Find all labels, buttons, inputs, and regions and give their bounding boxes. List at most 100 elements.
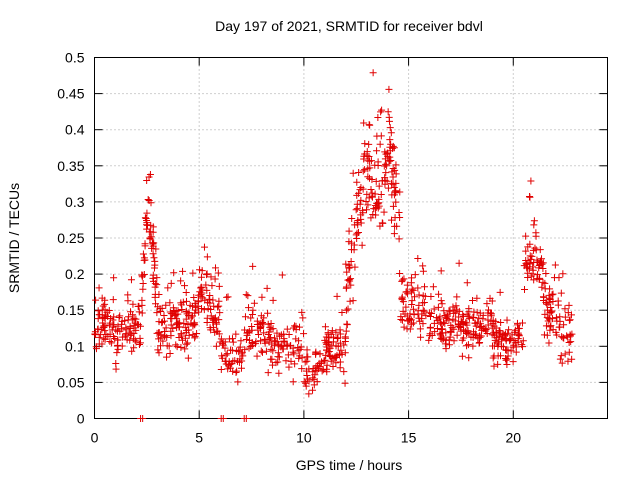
data-point [359,185,367,193]
data-point [182,315,190,323]
data-point [496,288,504,296]
data-point [292,322,300,330]
data-point [522,247,530,255]
data-point [374,114,382,122]
zero-data-point [219,415,227,422]
data-point [129,300,137,308]
data-point [232,330,240,338]
data-point [542,322,550,330]
data-point [346,297,354,305]
data-point [179,298,187,306]
data-point [321,356,329,364]
data-point [110,321,118,329]
data-point [242,291,250,299]
data-point [167,321,175,329]
data-point [398,277,406,285]
data-point [143,176,151,184]
data-point [340,368,348,376]
data-point [410,319,418,327]
data-point [437,267,445,275]
data-point [298,308,306,316]
data-point [437,335,445,343]
data-point [390,183,398,191]
data-point [558,333,566,341]
data-point [175,334,183,342]
data-point [526,193,534,201]
data-point [310,376,318,384]
data-point [101,335,109,343]
data-point [398,293,406,301]
data-point [92,296,100,304]
data-point [274,358,282,366]
data-point [229,335,237,343]
data-point [184,339,192,347]
data-point [150,254,158,262]
data-point [434,303,442,311]
data-point [386,124,394,132]
data-point [398,276,406,284]
data-point [234,378,242,386]
data-point [407,279,415,287]
data-point [494,343,502,351]
data-point [367,214,375,222]
data-point [367,186,375,194]
zero-data-point [139,415,147,422]
data-point [113,349,121,357]
data-point [406,315,414,323]
data-point [129,335,137,343]
data-point [365,174,373,182]
data-point [209,296,217,304]
data-point [464,341,472,349]
data-point [325,334,333,342]
data-point [415,291,423,299]
data-point [181,282,189,290]
data-point [227,346,235,354]
data-point [157,331,165,339]
data-point [349,169,357,177]
data-point [140,271,148,279]
data-point [336,339,344,347]
data-point [387,129,395,137]
data-point [471,319,479,327]
data-point [179,267,187,275]
data-point [410,311,418,319]
data-point [315,359,323,367]
data-point [127,276,135,284]
data-point [408,297,416,305]
data-point [153,274,161,282]
data-point [530,221,538,229]
data-point [458,336,466,344]
y-tick-label: 0.15 [57,302,84,318]
data-point [138,296,146,304]
data-point [100,335,108,343]
data-point [341,349,349,357]
data-point [183,326,191,334]
data-point [495,333,503,341]
data-point [100,323,108,331]
data-point [235,346,243,354]
data-point [258,293,266,301]
data-point [324,338,332,346]
data-point [534,271,542,279]
data-point [284,351,292,359]
data-point [267,345,275,353]
data-point [452,302,460,310]
data-point [457,318,465,326]
data-point [246,336,254,344]
data-point [155,349,163,357]
data-point [556,355,564,363]
data-point [133,320,141,328]
data-point [395,235,403,243]
data-point [396,188,404,196]
data-point [376,140,384,148]
data-point [416,325,424,333]
data-point [155,335,163,343]
data-point [373,147,381,155]
data-point [125,313,133,321]
data-point [416,317,424,325]
data-point [404,290,412,298]
data-point [347,281,355,289]
y-tick-label: 0.1 [65,338,85,354]
data-point [563,332,571,340]
